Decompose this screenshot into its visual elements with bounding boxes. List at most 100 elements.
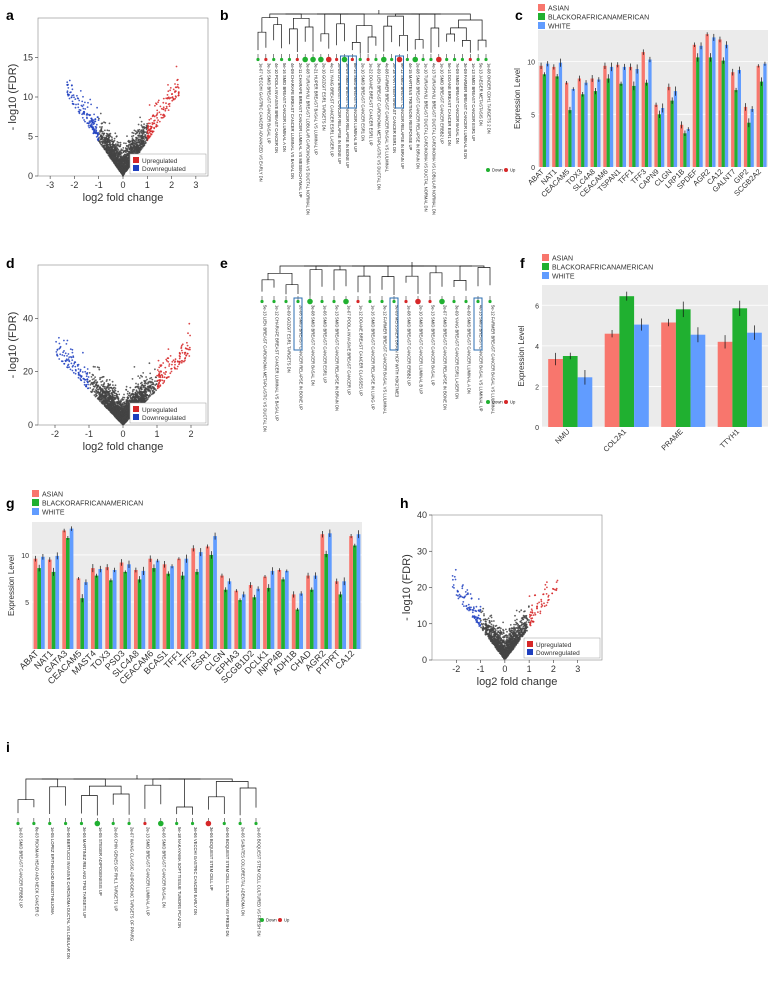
bar [227,581,232,649]
bar [177,558,181,649]
plot-frame [37,264,209,426]
bar [634,324,649,427]
bar [66,538,70,649]
bar [555,76,559,167]
leaf-label: 8e-03 RICKMAN HEAD AND NECK CANCER C [34,827,39,917]
y-tick-label: 0 [535,425,539,432]
tree-branch [257,31,267,51]
leaf-label: 1e-12 DOANE BREAST CANCER CLASSES UP [359,305,364,396]
bar [641,52,645,167]
leaf-dot [222,821,226,826]
tree-branch [333,269,347,291]
leaf-dot [287,57,292,62]
tree-branches [261,262,491,296]
leaf-label: 2e-09 GOZGIT ESR1 TARGETS DN [287,305,292,373]
leaf-dot [16,821,20,826]
dendrogram-i: 1e-03 SMID BREAST CANCER ERBB2 UP 8e-03 R… [16,775,290,959]
legend-box [523,637,601,659]
bar [673,91,678,167]
dendrogram-b: 1e-07 VECCHI GASTRIC CANCER ADVANCED VS … [256,10,516,215]
bar [320,534,325,649]
leaf-label: 1e-07 VECCHI GASTRIC CANCER ADVANCED VS … [259,63,264,182]
leaf-label: 5e-12 FARMER BREAST CANCER BASAL VS LULM… [491,305,496,415]
tree-branch [363,265,389,277]
leaf-dot [436,56,442,63]
bar [184,558,189,649]
leaf-label: 4e-11 YANG BREAST CANCER ESR1 LASER UP [329,63,334,157]
leaf-dot [350,57,354,62]
tree-branch [399,34,408,52]
leaf-label: 4e-10 POOLA INVASIVE BREAST CANCER DN [274,63,279,153]
leaf-label: 5e-06 SMID BREAST CANCER BASAL DN [161,827,166,908]
panel-label-d: d [6,255,15,271]
tree-branch [176,806,193,815]
bar [248,585,253,649]
tree-branch [112,793,130,815]
tree-branch [49,786,66,814]
bar [266,587,271,649]
bar [338,594,343,649]
y-tick-label: 20 [23,367,33,377]
y-tick-label: 0 [422,655,427,665]
leaf-label: 1e-03 SMID BREAST CANCER ERBB2 UP [19,827,24,908]
leaf-label: 4e-08 FARMER BREAST CANCER BASAL VS LULM… [384,63,389,173]
bar [349,536,353,649]
leaf-dot [374,57,378,62]
bar [137,579,142,649]
bar [127,564,131,649]
leaf-dot [343,298,349,305]
tree-branch [215,781,249,797]
bar [692,44,696,167]
bar [675,309,691,427]
leaf-dot [460,57,465,62]
bar [577,78,581,167]
bar [635,69,639,167]
tree-branch [405,275,419,294]
leaf-dot [48,821,52,826]
tree-branch [477,267,491,287]
bar [170,566,174,649]
leaf-label: 3e-09 LIEN BREAST CARCINOMA METAPLASTIC … [376,63,381,190]
leaf-dot [412,56,419,63]
leaf-dot [428,299,432,304]
bar [162,564,167,649]
leaf-dot [332,299,336,304]
leaf-dot [284,299,288,304]
leaf-label: 3e-08 SMID BREAST CANCER BASAL DN [311,305,316,386]
y-tick-label: 15 [23,53,33,63]
bar [622,66,626,167]
bar [743,106,748,167]
legend-label: ASIAN [42,492,63,499]
leaf-label: 1e-08 ONDER CDH1 TARGETS 2 DN [487,63,492,134]
leaf-label: 5e-16 SMID BREAST CANCER LUMINAL A DN [282,63,287,152]
panel-label-e: e [220,255,228,271]
bar [756,65,760,167]
x-tick-label: 0 [120,429,125,439]
legend-swatch-up [133,406,139,412]
bar-chart-g: 510ABATNAT1GATA3CEACAM5MAST4TOX3PSD3SLC4… [7,490,362,686]
bar [565,82,569,167]
bar [84,582,88,649]
bar [281,579,285,649]
y-tick-label: 20 [417,583,427,593]
panel-label-h: h [400,495,409,511]
legend-swatch [542,254,549,261]
leaf-dot [190,821,195,826]
tree-branch [383,25,393,52]
bar [33,558,38,649]
bar [55,555,60,649]
bar [568,110,572,167]
bar [51,571,56,649]
scatter-points [451,568,559,660]
legend-label-up: Up [510,400,516,405]
leaf-dot [396,56,403,63]
bar [152,568,156,649]
legend-label-down: Down [492,400,503,405]
bar [661,322,676,427]
highlight-box [473,297,483,351]
leaf-label: 2e-06 CHIN GENES OF RHL1 TARGETS UP [114,827,119,912]
leaf-label: 5e-13 LIEN BREAST CARCINOMA METAPLASTIC … [263,305,268,432]
bar [734,90,738,167]
dendrogram-e: 5e-13 LIEN BREAST CARCINOMA METAPLASTIC … [260,262,516,432]
